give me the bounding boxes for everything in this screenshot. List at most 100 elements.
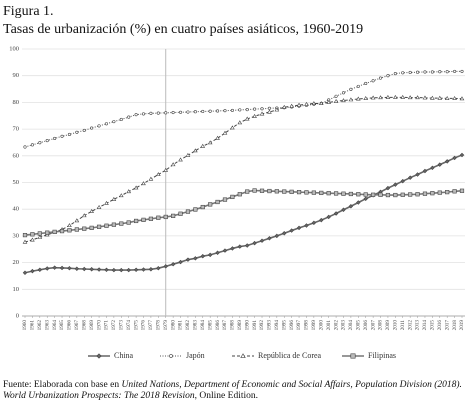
- data-point: [245, 189, 250, 194]
- chart-subtitle: Tasas de urbanización (%) en cuatro país…: [3, 22, 363, 37]
- data-point: [200, 204, 205, 210]
- data-point: [45, 230, 50, 235]
- y-tick-label: 90: [13, 72, 20, 79]
- data-point: [52, 229, 57, 234]
- data-point: [267, 106, 271, 110]
- x-tick-label: 1972: [111, 320, 117, 331]
- x-tick-label: 1991: [252, 320, 258, 331]
- data-point: [408, 70, 412, 75]
- data-point: [89, 225, 94, 230]
- x-tick-label: 2011: [400, 320, 406, 331]
- data-point: [385, 185, 391, 191]
- data-point: [118, 193, 124, 198]
- data-point: [386, 74, 390, 78]
- x-tick-label: 1985: [207, 320, 213, 331]
- data-point: [274, 107, 280, 112]
- data-point: [149, 111, 153, 115]
- x-tick-label: 1994: [274, 320, 280, 331]
- data-point: [415, 70, 420, 74]
- x-tick-label: 1986: [215, 320, 221, 331]
- x-tick-label: 2013: [415, 320, 421, 331]
- data-point: [245, 108, 249, 112]
- data-point: [371, 192, 376, 197]
- data-point: [81, 213, 87, 218]
- data-point: [259, 111, 265, 116]
- data-point: [460, 69, 464, 73]
- data-point: [67, 265, 72, 271]
- data-point: [141, 112, 146, 116]
- data-point: [267, 236, 272, 241]
- data-point: [311, 101, 317, 106]
- data-point: [185, 209, 191, 214]
- data-point: [155, 172, 161, 177]
- chart-title: Figura 1.: [3, 4, 54, 19]
- data-point: [378, 95, 383, 100]
- x-tick-label: 1963: [44, 320, 50, 331]
- data-point: [259, 188, 265, 193]
- data-point: [400, 192, 405, 197]
- data-point: [111, 196, 117, 201]
- data-point: [401, 71, 405, 75]
- data-point: [430, 165, 435, 171]
- data-point: [141, 267, 146, 272]
- data-point: [296, 225, 302, 231]
- data-point: [407, 95, 413, 100]
- legend-marker: [169, 354, 173, 358]
- data-point: [333, 191, 339, 196]
- data-point: [267, 188, 272, 194]
- data-point: [430, 70, 434, 74]
- data-point: [252, 240, 257, 246]
- data-point: [74, 266, 80, 271]
- data-point: [178, 259, 183, 265]
- x-tick-label: 1961: [30, 320, 36, 331]
- data-point: [30, 268, 35, 274]
- data-point: [363, 196, 368, 202]
- data-point: [252, 188, 257, 193]
- x-tick-label: 1983: [193, 320, 199, 331]
- legend-label: Filipinas: [368, 351, 396, 360]
- data-point: [156, 215, 161, 220]
- x-tick-label: 2002: [333, 320, 339, 331]
- x-tick-label: 1989: [237, 320, 243, 331]
- data-point: [341, 191, 346, 196]
- data-point: [370, 95, 376, 100]
- data-point: [163, 214, 168, 220]
- data-point: [208, 109, 212, 113]
- data-point: [437, 95, 443, 100]
- data-point: [96, 204, 102, 209]
- data-point: [452, 155, 457, 161]
- data-point: [193, 256, 198, 261]
- data-point: [444, 96, 450, 100]
- data-point: [452, 189, 457, 194]
- data-point: [163, 264, 168, 269]
- data-point: [453, 69, 457, 73]
- data-point: [363, 96, 369, 100]
- x-tick-label: 2009: [385, 320, 391, 331]
- data-point: [415, 172, 420, 177]
- x-tick-label: 2017: [444, 320, 450, 331]
- data-point: [89, 267, 94, 272]
- y-tick-label: 70: [13, 126, 20, 133]
- data-point: [371, 79, 375, 83]
- data-point: [30, 143, 34, 147]
- data-point: [185, 152, 191, 157]
- data-point: [356, 192, 361, 197]
- data-point: [319, 190, 324, 196]
- data-point: [37, 234, 43, 239]
- data-point: [238, 108, 242, 112]
- source-text: , Online Edition.: [194, 391, 258, 401]
- data-point: [119, 117, 123, 122]
- data-point: [237, 120, 243, 125]
- data-point: [296, 102, 302, 107]
- data-point: [222, 197, 228, 202]
- data-point: [318, 101, 324, 106]
- x-tick-label: 2004: [348, 320, 354, 331]
- x-tick-label: 1966: [67, 320, 73, 331]
- data-point: [393, 94, 398, 99]
- x-tick-label: 2003: [341, 320, 347, 331]
- data-point: [30, 232, 35, 237]
- x-tick-label: 2016: [437, 320, 443, 331]
- data-point: [230, 246, 235, 251]
- x-tick-label: 1988: [230, 320, 236, 331]
- data-point: [289, 228, 294, 233]
